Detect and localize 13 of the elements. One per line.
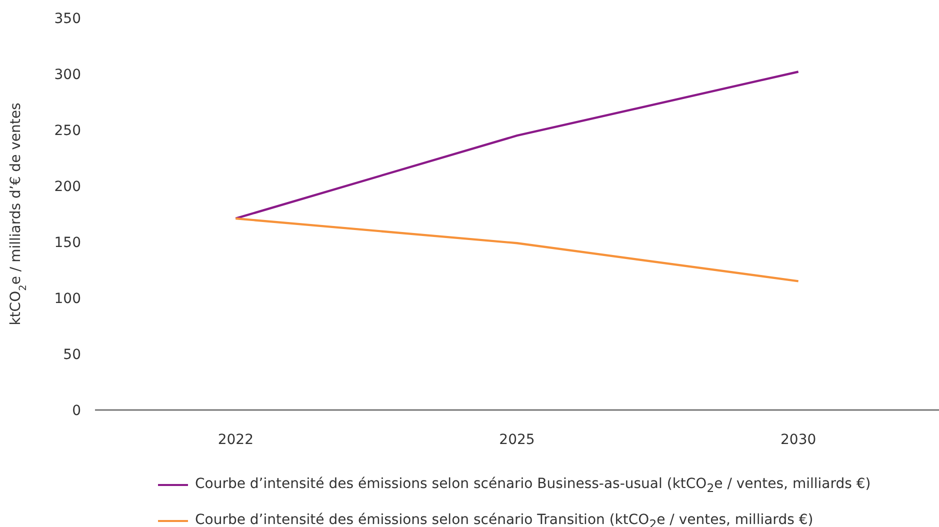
y-tick-label: 100 bbox=[54, 290, 81, 307]
x-tick-label: 2025 bbox=[499, 432, 535, 448]
y-tick-label: 200 bbox=[54, 178, 81, 195]
y-tick-label: 150 bbox=[54, 234, 81, 251]
y-tick-label: 300 bbox=[54, 66, 81, 83]
legend-label: Courbe d’intensité des émissions selon scénario Business-as-usual (ktCO$_{2}$e / ventes, milliards €) bbox=[195, 476, 871, 494]
x-tick-label: 2022 bbox=[218, 432, 254, 448]
y-tick-label: 250 bbox=[54, 122, 81, 139]
legend-label: Courbe d’intensité des émissions selon scénario Transition (ktCO$_{2}$e / ventes, milliards €) bbox=[195, 512, 814, 527]
y-tick-label: 50 bbox=[63, 346, 81, 363]
y-tick-label: 350 bbox=[54, 10, 81, 27]
x-tick-label: 2030 bbox=[780, 432, 816, 448]
y-tick-label: 0 bbox=[72, 402, 81, 419]
